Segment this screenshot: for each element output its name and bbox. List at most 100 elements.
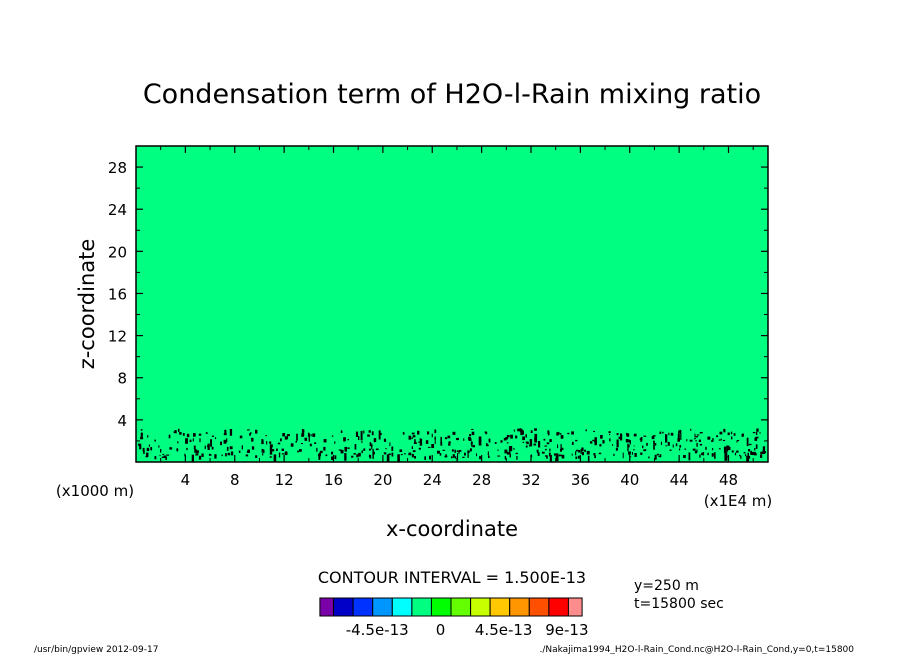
condensation-speckle <box>281 448 284 451</box>
x-tick-label: 44 <box>670 471 689 489</box>
condensation-speckle <box>358 436 360 440</box>
condensation-speckle <box>440 436 442 445</box>
condensation-speckle <box>741 434 744 437</box>
condensation-speckle <box>437 450 440 454</box>
colorbar-label: 4.5e-13 <box>475 621 533 639</box>
condensation-speckle <box>628 451 631 455</box>
condensation-speckle <box>367 434 370 437</box>
condensation-speckle <box>726 445 729 452</box>
y-tick-label: 24 <box>108 201 127 219</box>
condensation-speckle <box>331 451 334 455</box>
x-tick-label: 20 <box>373 471 392 489</box>
condensation-speckle <box>545 448 547 451</box>
condensation-speckle <box>245 454 249 457</box>
condensation-speckle <box>290 443 294 447</box>
condensation-speckle <box>571 453 573 456</box>
colorbar-swatch <box>372 597 393 617</box>
condensation-speckle <box>653 441 655 450</box>
condensation-speckle <box>754 437 758 441</box>
condensation-speckle <box>344 453 347 461</box>
condensation-features <box>138 428 766 463</box>
condensation-speckle <box>515 452 518 455</box>
condensation-speckle <box>161 456 165 458</box>
condensation-speckle <box>654 454 657 460</box>
x-tick-label: 8 <box>230 471 240 489</box>
condensation-speckle <box>318 453 321 457</box>
condensation-speckle <box>225 453 227 457</box>
footer-right: ./Nakajima1994_H2O-l-Rain_Cond.nc@H2O-l-… <box>539 645 854 654</box>
condensation-speckle <box>204 445 206 450</box>
condensation-speckle <box>665 445 668 447</box>
condensation-speckle <box>517 428 520 432</box>
condensation-speckle <box>192 438 194 442</box>
colorbar-swatch <box>470 597 491 617</box>
condensation-speckle <box>705 446 707 450</box>
condensation-speckle <box>620 433 623 441</box>
condensation-speckle <box>585 429 587 432</box>
condensation-speckle <box>609 438 611 442</box>
condensation-speckle <box>622 452 624 459</box>
condensation-speckle <box>557 444 559 449</box>
condensation-speckle <box>454 449 456 453</box>
condensation-speckle <box>670 432 674 436</box>
condensation-speckle <box>468 436 471 441</box>
condensation-speckle <box>160 449 162 453</box>
condensation-speckle <box>669 449 672 451</box>
condensation-speckle <box>269 445 273 455</box>
y-tick-label: 28 <box>108 159 127 177</box>
condensation-speckle <box>263 449 265 454</box>
condensation-speckle <box>227 452 231 456</box>
condensation-speckle <box>609 433 611 436</box>
condensation-speckle <box>578 449 581 453</box>
condensation-speckle <box>667 441 670 446</box>
condensation-speckle <box>193 445 196 450</box>
condensation-speckle <box>747 452 749 463</box>
condensation-speckle <box>748 449 751 452</box>
condensation-speckle <box>690 428 692 431</box>
condensation-speckle <box>679 448 681 451</box>
condensation-speckle <box>488 438 491 443</box>
condensation-speckle <box>146 447 150 452</box>
condensation-speckle <box>147 435 149 438</box>
colorbar-swatch <box>319 597 335 617</box>
condensation-speckle <box>385 448 387 450</box>
condensation-speckle <box>714 452 716 459</box>
condensation-speckle <box>484 431 487 433</box>
condensation-speckle <box>296 433 298 441</box>
condensation-speckle <box>505 436 509 440</box>
condensation-speckle <box>351 455 354 458</box>
condensation-speckle <box>486 443 488 446</box>
condensation-speckle <box>586 450 590 455</box>
x-tick-label: 12 <box>275 471 294 489</box>
condensation-speckle <box>646 442 648 446</box>
condensation-speckle <box>506 435 510 438</box>
condensation-speckle <box>221 454 223 457</box>
condensation-speckle <box>759 454 763 458</box>
condensation-speckle <box>696 442 698 447</box>
x-tick-label: 28 <box>472 471 491 489</box>
condensation-speckle <box>146 452 149 457</box>
condensation-speckle <box>464 452 466 456</box>
condensation-speckle <box>640 452 643 455</box>
condensation-speckle <box>577 455 580 459</box>
condensation-speckle <box>347 447 350 449</box>
condensation-speckle <box>699 432 703 434</box>
condensation-speckle <box>555 453 559 462</box>
condensation-speckle <box>431 444 435 448</box>
condensation-speckle <box>229 446 233 450</box>
condensation-speckle <box>618 436 620 440</box>
condensation-speckle <box>627 443 629 452</box>
condensation-speckle <box>250 432 252 435</box>
condensation-speckle <box>696 449 698 453</box>
y-tick-label: 12 <box>108 328 127 346</box>
condensation-speckle <box>593 453 596 456</box>
condensation-speckle <box>736 440 738 443</box>
condensation-speckle <box>616 439 619 448</box>
condensation-speckle <box>452 431 456 435</box>
condensation-speckle <box>308 433 310 442</box>
contour-interval: CONTOUR INTERVAL = 1.500E-13 <box>318 568 586 587</box>
condensation-speckle <box>534 428 537 431</box>
condensation-speckle <box>628 444 630 448</box>
condensation-speckle <box>191 454 194 463</box>
plot-frame <box>135 145 769 463</box>
